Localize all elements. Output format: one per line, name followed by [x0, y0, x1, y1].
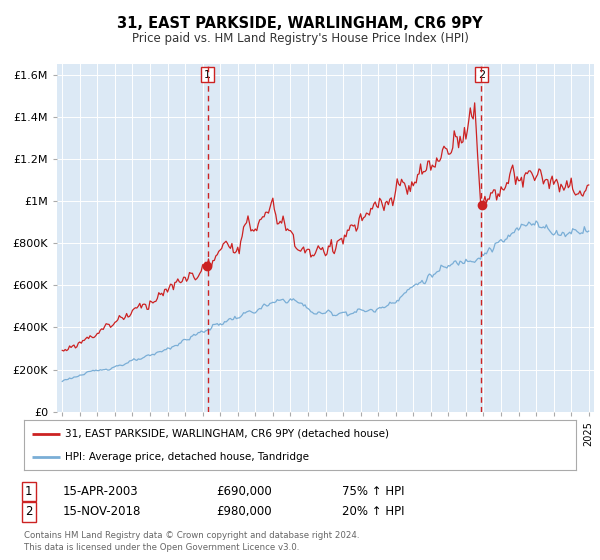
Text: 20% ↑ HPI: 20% ↑ HPI: [342, 505, 404, 519]
Text: HPI: Average price, detached house, Tandridge: HPI: Average price, detached house, Tand…: [65, 452, 310, 462]
Text: 15-APR-2003: 15-APR-2003: [63, 485, 139, 498]
Text: 75% ↑ HPI: 75% ↑ HPI: [342, 485, 404, 498]
Text: Contains HM Land Registry data © Crown copyright and database right 2024.
This d: Contains HM Land Registry data © Crown c…: [24, 531, 359, 552]
Text: 31, EAST PARKSIDE, WARLINGHAM, CR6 9PY: 31, EAST PARKSIDE, WARLINGHAM, CR6 9PY: [117, 16, 483, 31]
Text: 2: 2: [25, 505, 32, 519]
Text: Price paid vs. HM Land Registry's House Price Index (HPI): Price paid vs. HM Land Registry's House …: [131, 32, 469, 45]
Text: £690,000: £690,000: [216, 485, 272, 498]
Text: 31, EAST PARKSIDE, WARLINGHAM, CR6 9PY (detached house): 31, EAST PARKSIDE, WARLINGHAM, CR6 9PY (…: [65, 428, 389, 438]
Text: 15-NOV-2018: 15-NOV-2018: [63, 505, 142, 519]
Text: £980,000: £980,000: [216, 505, 272, 519]
Text: 1: 1: [25, 485, 32, 498]
Text: 2: 2: [478, 69, 485, 80]
Text: 1: 1: [204, 69, 211, 80]
